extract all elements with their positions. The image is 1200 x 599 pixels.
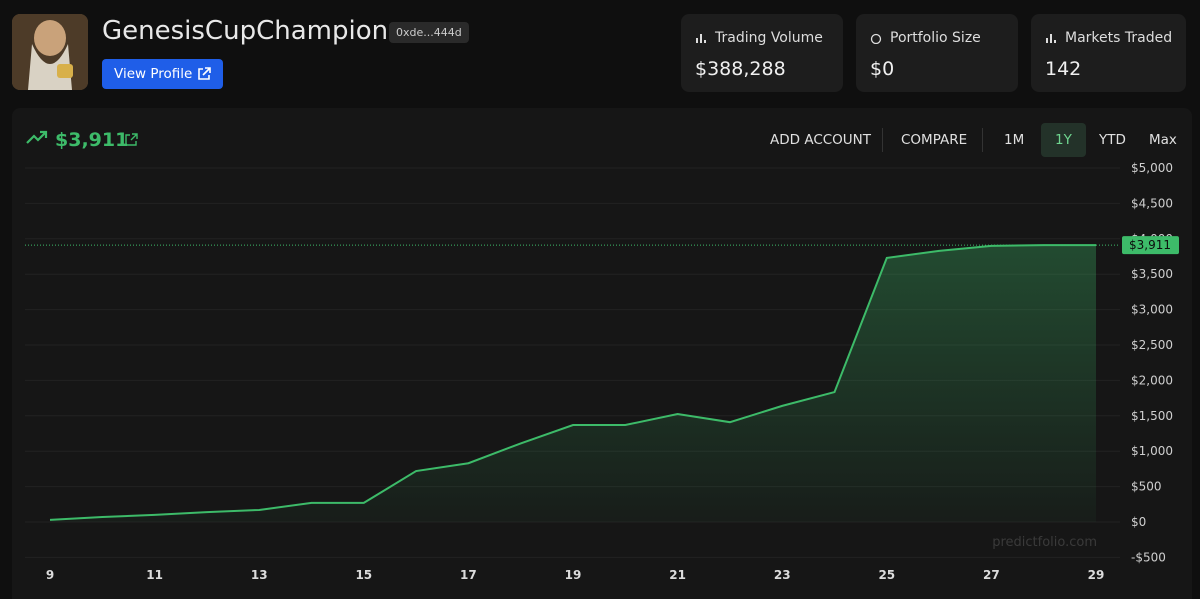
x-tick-label: 23 (774, 568, 791, 582)
x-tick-label: 13 (251, 568, 268, 582)
x-tick-label: 15 (355, 568, 372, 582)
stat-card: Markets Traded 142 (1031, 14, 1186, 92)
x-tick-label: 27 (983, 568, 1000, 582)
current-badge (1122, 236, 1179, 255)
y-tick-label: $1,500 (1131, 409, 1173, 423)
trend-icon (26, 130, 48, 144)
x-tick-label: 21 (669, 568, 686, 582)
view-profile-button[interactable]: View Profile (102, 59, 223, 89)
control-button[interactable]: ADD ACCOUNT (770, 132, 872, 148)
stat-value: $0 (870, 58, 895, 80)
x-tick-label: 19 (565, 568, 582, 582)
external-icon (198, 67, 211, 80)
range-button[interactable]: Max (1149, 132, 1177, 148)
stat-icon (1046, 34, 1056, 43)
divider (882, 128, 883, 152)
range-button[interactable]: 1Y (1055, 132, 1072, 148)
stat-card: Trading Volume $388,288 (681, 14, 843, 92)
stat-value: 142 (1045, 58, 1082, 80)
divider (982, 128, 983, 152)
stat-label: Trading Volume (715, 30, 823, 46)
avatar (12, 14, 88, 90)
control-button[interactable]: COMPARE (901, 132, 968, 148)
line (49, 244, 1096, 521)
y-tick-label: $3,500 (1131, 267, 1173, 281)
y-tick-label: $4,500 (1131, 196, 1173, 210)
area (50, 245, 1096, 522)
x-tick-label: 9 (46, 568, 54, 582)
button-label: View Profile (114, 66, 193, 82)
x-tick-label: 11 (146, 568, 163, 582)
y-tick-label: $1,000 (1131, 444, 1173, 458)
stat-value: $388,288 (695, 58, 786, 80)
y-tick-label: -$500 (1131, 550, 1166, 564)
stat-card: Portfolio Size $0 (856, 14, 1018, 92)
y-tick-label: $2,500 (1131, 338, 1173, 352)
address-chip[interactable]: 0xde...444d (389, 22, 469, 43)
current-value: $3,911 (55, 129, 129, 151)
y-tick-label: $500 (1131, 480, 1162, 494)
y-tick-label: $3,000 (1131, 303, 1173, 317)
y-tick-label: $5,000 (1131, 161, 1173, 175)
y-tick-label: $0 (1131, 515, 1146, 529)
stat-icon (696, 34, 706, 43)
stat-label: Markets Traded (1065, 30, 1173, 46)
current-badge-label: $3,911 (1129, 238, 1171, 252)
range-active-bg (1041, 123, 1086, 157)
x-tick-label: 29 (1088, 568, 1105, 582)
x-tick-label: 25 (878, 568, 895, 582)
range-button[interactable]: 1M (1004, 132, 1025, 148)
x-tick-label: 17 (460, 568, 477, 582)
profile-name: GenesisCupChampion (102, 16, 389, 46)
range-button[interactable]: YTD (1099, 132, 1126, 148)
stat-icon (870, 33, 882, 44)
y-tick-label: $2,000 (1131, 373, 1173, 387)
stat-label: Portfolio Size (890, 30, 981, 46)
link-icon[interactable] (124, 133, 138, 147)
watermark: predictfolio.com (992, 535, 1097, 550)
